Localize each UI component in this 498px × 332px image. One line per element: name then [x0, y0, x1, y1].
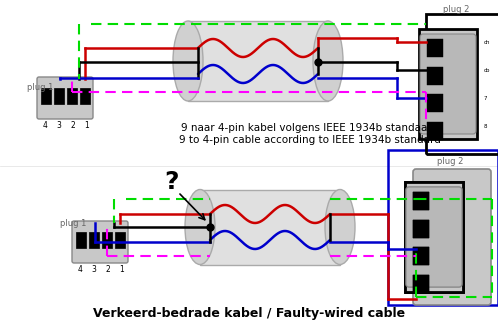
Text: 4: 4 [78, 266, 83, 275]
Text: cb: cb [484, 67, 491, 72]
Text: Verkeerd-bedrade kabel / Faulty-wired cable: Verkeerd-bedrade kabel / Faulty-wired ca… [93, 307, 405, 320]
Text: 1: 1 [120, 266, 124, 275]
FancyBboxPatch shape [413, 169, 491, 305]
Text: 7: 7 [484, 96, 488, 101]
Text: 3: 3 [92, 266, 97, 275]
Bar [413, 220, 429, 238]
Bar [188, 21, 328, 101]
Bar [413, 220, 429, 238]
Text: 1: 1 [85, 122, 89, 130]
Text: 3: 3 [57, 122, 61, 130]
FancyBboxPatch shape [406, 187, 462, 287]
Text: plug 1: plug 1 [27, 84, 53, 93]
Bar [76, 232, 86, 248]
Bar [426, 14, 498, 154]
Bar [427, 122, 443, 140]
Text: 2: 2 [71, 122, 75, 130]
Bar [413, 247, 429, 265]
Bar [427, 39, 443, 57]
Text: 4: 4 [42, 122, 47, 130]
FancyBboxPatch shape [420, 34, 476, 134]
Text: plug 1: plug 1 [60, 219, 86, 228]
Bar [413, 275, 429, 293]
Text: ch: ch [484, 40, 491, 44]
Bar [40, 88, 50, 104]
Text: 8: 8 [484, 124, 488, 128]
Bar [413, 192, 429, 210]
Bar [413, 192, 429, 210]
Bar [115, 232, 124, 248]
Bar [427, 94, 443, 112]
Text: 2: 2 [106, 266, 111, 275]
Ellipse shape [325, 190, 355, 265]
Text: 9 naar 4-pin kabel volgens IEEE 1934b standaard
9 to 4-pin cable according to IE: 9 naar 4-pin kabel volgens IEEE 1934b st… [179, 123, 441, 145]
Bar [53, 88, 64, 104]
Bar [67, 88, 77, 104]
Bar [427, 67, 443, 85]
Bar [80, 88, 90, 104]
Bar [419, 29, 477, 139]
Bar [200, 190, 340, 265]
Text: ?: ? [165, 170, 179, 194]
Bar [405, 182, 463, 292]
FancyBboxPatch shape [37, 77, 93, 119]
Bar [413, 275, 429, 293]
FancyBboxPatch shape [406, 187, 462, 287]
Bar [413, 247, 429, 265]
Text: plug 2: plug 2 [443, 5, 469, 14]
Bar [388, 150, 498, 305]
Bar [102, 232, 112, 248]
Bar [89, 232, 99, 248]
Ellipse shape [185, 190, 215, 265]
FancyBboxPatch shape [72, 221, 128, 263]
Bar [405, 182, 463, 292]
Ellipse shape [313, 21, 343, 101]
Text: plug 2: plug 2 [437, 157, 463, 167]
Ellipse shape [173, 21, 203, 101]
